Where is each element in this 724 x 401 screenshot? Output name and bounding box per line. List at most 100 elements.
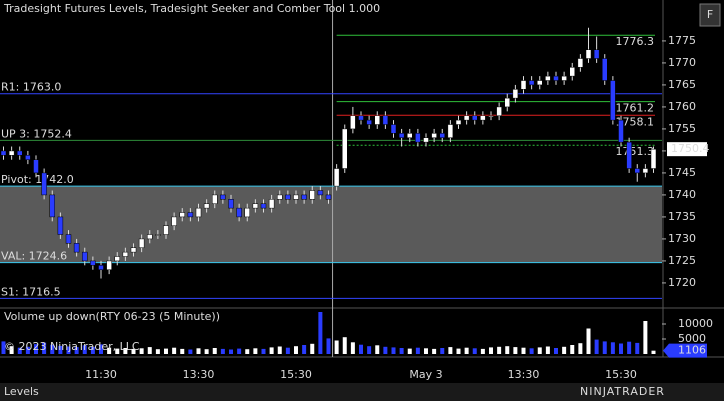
candle-body <box>342 128 348 169</box>
y-tick-label: 5000 <box>678 332 706 345</box>
volume-bar <box>554 348 558 354</box>
candle-body <box>203 203 210 209</box>
volume-bar <box>25 346 30 354</box>
candle-body <box>561 75 567 81</box>
candle-body <box>293 194 299 200</box>
candle-body <box>423 137 429 143</box>
volume-bar <box>147 347 152 354</box>
level-label: UP 3: 1752.4 <box>1 127 72 140</box>
x-tick-label: 11:30 <box>85 368 117 381</box>
volume-bar <box>529 348 534 354</box>
candle-body <box>512 89 519 99</box>
candle-body <box>187 212 194 218</box>
volume-bar <box>562 346 567 354</box>
candle-body <box>114 256 120 262</box>
volume-bar <box>17 347 22 354</box>
y-tick-label: 1745 <box>668 166 696 179</box>
x-tick-label: 15:30 <box>605 368 637 381</box>
volume-bar <box>367 346 372 354</box>
volume-bar <box>74 347 79 354</box>
volume-bar <box>139 348 144 354</box>
volume-bar <box>472 348 477 354</box>
candle-body <box>8 150 15 156</box>
candle-body <box>431 133 437 138</box>
volume-bar <box>456 348 461 354</box>
volume-bar <box>619 343 623 354</box>
session-mark-label: 1751.3 <box>616 145 655 158</box>
y-tick-label: 1735 <box>668 210 696 223</box>
session-mark-label: 1776.3 <box>616 35 655 48</box>
x-tick-label: 15:30 <box>280 368 312 381</box>
button-label[interactable]: F <box>707 8 713 21</box>
candle-body <box>179 212 185 218</box>
candle-body <box>553 75 559 81</box>
candle-body <box>520 80 527 90</box>
candle-body <box>57 216 64 235</box>
y-tick-label: 1775 <box>668 34 696 47</box>
candle-body <box>358 115 364 121</box>
volume-bar <box>497 346 502 354</box>
volume-bar <box>407 348 412 354</box>
volume-bar <box>399 348 404 354</box>
x-tick-label: 13:30 <box>183 368 215 381</box>
volume-bar <box>415 347 420 354</box>
volume-bar <box>342 337 347 354</box>
candle-body <box>585 49 592 59</box>
volume-bar <box>545 346 550 354</box>
candle-body <box>610 80 616 121</box>
volume-bar <box>537 347 542 354</box>
volume-bar <box>383 346 388 354</box>
candle-body <box>537 80 543 86</box>
volume-bar <box>50 344 55 354</box>
volume-bar <box>627 341 632 354</box>
volume-bar <box>172 347 177 354</box>
volume-bar <box>302 345 307 354</box>
session-mark-label: 1758.1 <box>616 115 655 128</box>
volume-bar <box>123 348 128 354</box>
candle-body <box>366 119 372 125</box>
candle-body <box>252 203 259 209</box>
x-tick-label: 13:30 <box>508 368 540 381</box>
volume-bar <box>610 342 615 354</box>
candle-body <box>480 115 486 121</box>
candle-body <box>350 115 356 130</box>
last-volume-pointer <box>663 343 707 358</box>
tab[interactable]: Levels <box>4 385 39 398</box>
volume-bar <box>505 346 510 354</box>
volume-bar <box>115 348 120 354</box>
candle-body <box>415 133 421 143</box>
volume-bar <box>82 345 87 354</box>
volume-bar <box>180 348 185 354</box>
candle-body <box>228 199 234 209</box>
candle-body <box>325 194 332 200</box>
candle-body <box>220 194 226 200</box>
candle-body <box>390 124 397 134</box>
level-label: S1: 1716.5 <box>1 285 61 298</box>
candle-body <box>268 199 275 209</box>
volume-bar <box>391 347 396 354</box>
volume-bar <box>359 344 363 354</box>
candle-body <box>463 115 470 121</box>
volume-bar <box>448 347 453 354</box>
button[interactable] <box>699 3 721 27</box>
candle-body <box>626 141 632 169</box>
y-tick-label: 1765 <box>668 78 696 91</box>
volume-bar <box>521 347 526 354</box>
volume-bar <box>594 339 599 354</box>
volume-bar <box>310 343 315 354</box>
volume-bar <box>578 343 583 354</box>
volume-bar <box>131 348 136 354</box>
volume-bar <box>188 349 193 354</box>
candle-body <box>122 251 129 257</box>
candle-body <box>244 207 250 218</box>
candle-body <box>317 190 324 196</box>
volume-bar <box>253 348 258 354</box>
volume-bar <box>586 328 591 354</box>
candle-body <box>17 150 23 156</box>
candle-body <box>195 207 202 218</box>
volume-bar <box>375 345 380 354</box>
volume-bar <box>155 349 160 354</box>
volume-bar <box>9 346 14 354</box>
volume-bar <box>464 347 469 354</box>
volume-bar <box>440 348 445 354</box>
